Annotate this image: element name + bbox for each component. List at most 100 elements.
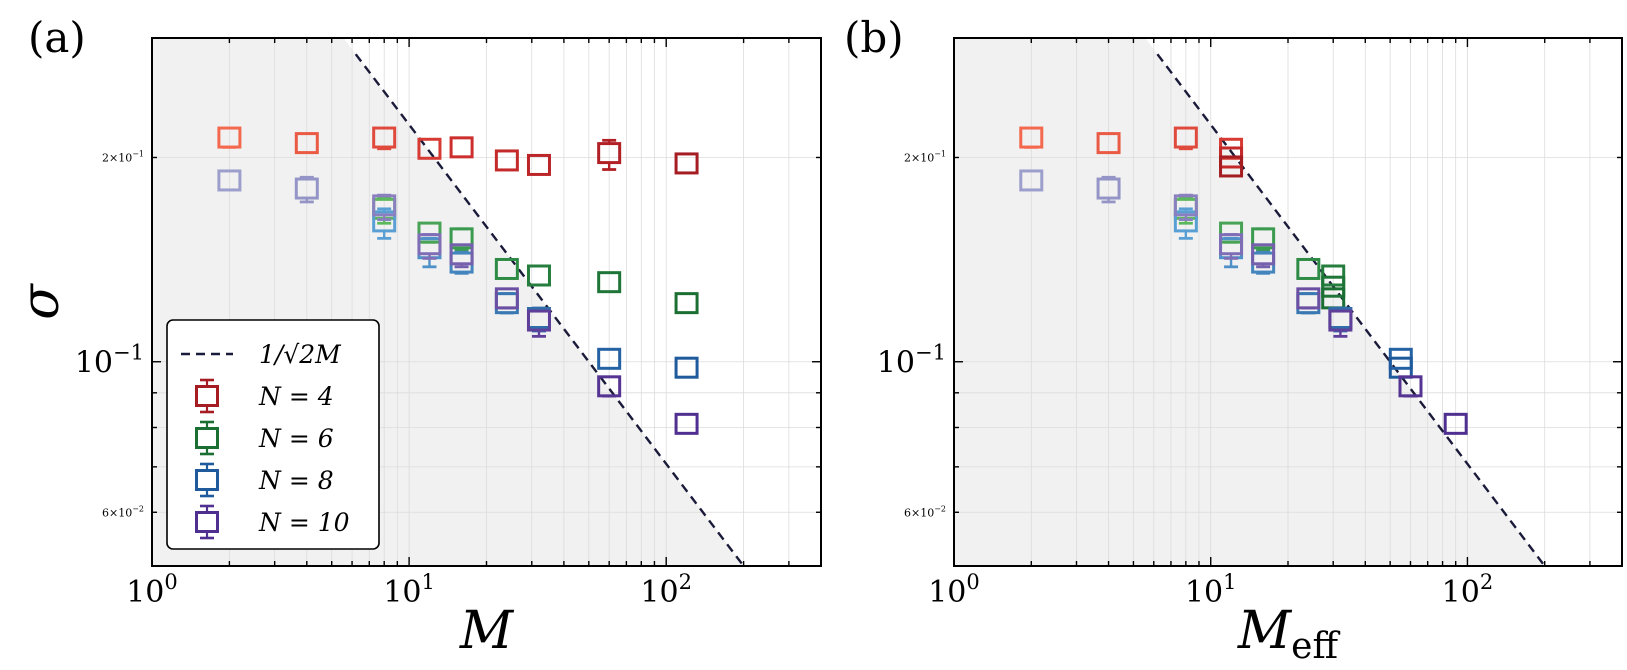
legend-box-swatch (195, 469, 219, 491)
legend-label: N = 6 (258, 424, 334, 453)
x-tick-label: 102 (640, 570, 692, 610)
y-tick-label: 10−1 (75, 341, 144, 381)
data-point (372, 126, 397, 151)
box-marker (494, 149, 519, 172)
y-tick-label: 10−1 (877, 341, 946, 381)
box-marker (1321, 264, 1346, 287)
data-point (294, 175, 319, 204)
series-n4 (217, 126, 699, 176)
box-marker (597, 347, 622, 370)
box-marker (674, 292, 699, 315)
data-point (1173, 207, 1198, 240)
box-marker (1251, 243, 1276, 266)
data-point (417, 137, 442, 160)
legend-entry: 1/√2M (181, 340, 342, 369)
box-marker (449, 136, 474, 159)
legend-box-swatch (195, 511, 219, 533)
box-marker (1296, 257, 1321, 280)
data-point (1443, 412, 1468, 435)
box-marker (1398, 375, 1423, 398)
legend-label: 1/√2M (259, 340, 342, 369)
box-marker (372, 194, 397, 217)
box-marker (217, 126, 242, 149)
box-marker (1219, 233, 1244, 256)
panel-b: 100 101 102 10−1 2×10−1 6×10−2 (b) Meff (844, 13, 1623, 667)
data-point (597, 347, 622, 370)
data-point (494, 287, 519, 310)
data-point (217, 126, 242, 149)
box-marker (1173, 126, 1198, 149)
legend-entry: N = 8 (195, 462, 334, 498)
data-point (1328, 309, 1353, 338)
data-point (294, 132, 319, 155)
box-marker (294, 177, 319, 200)
box-marker (294, 132, 319, 155)
x-tick-label: 101 (383, 570, 435, 610)
data-point (1019, 169, 1044, 192)
data-point (1096, 175, 1121, 204)
data-point (417, 221, 442, 244)
series-n10 (1019, 169, 1468, 435)
y-tick-label: 2×10−1 (904, 149, 946, 164)
box-marker (449, 243, 474, 266)
box-marker (417, 137, 442, 160)
data-point (674, 356, 699, 379)
data-point (1173, 193, 1198, 221)
legend-box (166, 319, 380, 550)
box-marker (449, 227, 474, 250)
data-point (1219, 233, 1244, 260)
box-marker (1173, 194, 1198, 217)
panel-label: (a) (28, 13, 86, 62)
data-point (1219, 155, 1244, 178)
x-axis-label: Meff (1237, 601, 1341, 667)
box-marker (526, 264, 551, 287)
legend-label: N = 10 (258, 508, 350, 537)
box-marker (674, 412, 699, 435)
box-marker (217, 169, 242, 192)
x-tick-label: 101 (1185, 570, 1237, 610)
y-tick-label: 2×10−1 (102, 149, 144, 164)
data-point (526, 264, 551, 287)
data-point (494, 149, 519, 172)
data-point (449, 243, 474, 269)
box-marker (526, 153, 551, 176)
box-marker (674, 152, 699, 175)
legend-box-swatch (195, 385, 219, 407)
legend: 1/√2M N = 4 N = 6 N = 8 N = 10 (166, 319, 380, 550)
box-marker (1096, 177, 1121, 200)
legend-entry: N = 4 (195, 378, 334, 414)
data-point (1398, 375, 1423, 398)
x-tick-label: 100 (928, 570, 980, 610)
x-axis: 100 101 102 (928, 38, 1623, 610)
box-marker (1019, 169, 1044, 192)
series-n10 (217, 169, 699, 435)
data-point (1219, 221, 1244, 244)
box-marker (526, 309, 551, 332)
series-n4 (1019, 126, 1244, 178)
legend-label: N = 8 (258, 466, 334, 495)
box-marker (597, 271, 622, 294)
box-marker (494, 257, 519, 280)
data-point (674, 152, 699, 175)
box-marker (1173, 210, 1198, 233)
box-marker (1321, 275, 1346, 298)
data-point (372, 207, 397, 240)
shaded-region (954, 38, 1545, 566)
data-point (1321, 264, 1346, 287)
x-axis-label: M (459, 601, 515, 661)
box-marker (597, 375, 622, 398)
legend-entry: N = 6 (195, 420, 334, 456)
box-marker (1019, 126, 1044, 149)
grid (954, 38, 1622, 566)
box-marker (1219, 155, 1244, 178)
box-marker (417, 233, 442, 256)
panel-label: (b) (844, 13, 904, 62)
y-axis-label: σ (11, 283, 71, 320)
box-marker (1296, 287, 1321, 310)
x-axis: 100 101 102 (126, 38, 822, 610)
data-point (1296, 287, 1321, 310)
data-point (217, 169, 242, 192)
data-point (1173, 126, 1198, 151)
data-point (1321, 275, 1346, 298)
data-point (674, 412, 699, 435)
